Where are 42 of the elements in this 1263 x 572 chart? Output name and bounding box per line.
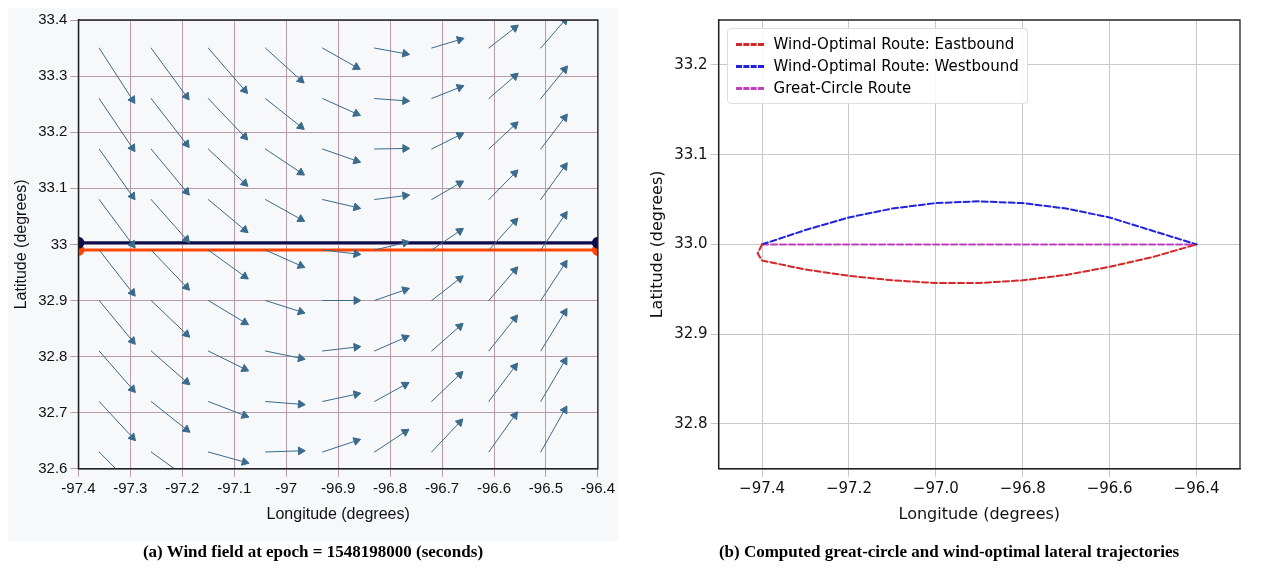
x-tick-label: -97.2 bbox=[165, 478, 200, 496]
x-tick-label: −96.6 bbox=[1086, 478, 1133, 497]
y-tick-label: 33.3 bbox=[38, 66, 68, 84]
y-tick-label: 33.0 bbox=[674, 234, 708, 253]
y-tick-label: 33.4 bbox=[38, 10, 68, 28]
line-series bbox=[756, 243, 1198, 284]
y-axis-title: Latitude (degrees) bbox=[12, 179, 30, 310]
y-tick-label: 32.7 bbox=[38, 402, 68, 420]
line-series bbox=[761, 200, 1198, 246]
x-tick-label: -97.4 bbox=[61, 478, 96, 496]
text: (b) Computed great-circle and wind-optimal lateral trajectories bbox=[644, 542, 1254, 562]
y-tick-label: 33.2 bbox=[674, 54, 708, 73]
x-tick-label: −96.4 bbox=[1173, 478, 1220, 497]
text: (a) Wind field at epoch = 1548198000 (seconds) bbox=[8, 542, 618, 562]
x-tick-label: −97.2 bbox=[825, 478, 872, 497]
x-tick-label: −97.4 bbox=[739, 478, 786, 497]
x-tick-label: -96.7 bbox=[424, 478, 460, 496]
y-tick-label: 32.8 bbox=[38, 346, 68, 364]
x-tick-label: -96.9 bbox=[321, 478, 356, 496]
x-tick-label: −97.0 bbox=[912, 478, 959, 497]
y-tick-label: 33.2 bbox=[38, 122, 68, 140]
x-tick-label: -97.1 bbox=[217, 478, 252, 496]
x-tick-label: -97 bbox=[275, 478, 298, 496]
y-tick-label: 33 bbox=[50, 234, 68, 252]
x-tick-label: -96.4 bbox=[580, 478, 616, 496]
x-tick-label: -96.5 bbox=[528, 478, 564, 496]
x-tick-label: −96.8 bbox=[999, 478, 1046, 497]
legend-label: Wind-Optimal Route: Eastbound bbox=[773, 34, 1015, 55]
y-tick-label: 32.8 bbox=[674, 413, 708, 432]
y-tick-label: 33.1 bbox=[674, 144, 708, 163]
y-tick-label: 32.9 bbox=[674, 324, 708, 343]
x-tick-label: -97.3 bbox=[113, 478, 148, 496]
x-tick-label: -96.6 bbox=[476, 478, 512, 496]
y-tick-label: 33.1 bbox=[38, 178, 68, 196]
x-axis-title: Longitude (degrees) bbox=[266, 504, 410, 522]
x-tick-label: -96.8 bbox=[373, 478, 408, 496]
x-axis-title: Longitude (degrees) bbox=[898, 503, 1061, 523]
legend-label: Wind-Optimal Route: Westbound bbox=[773, 56, 1019, 77]
legend-label: Great-Circle Route bbox=[773, 78, 912, 99]
y-tick-label: 32.6 bbox=[38, 458, 68, 476]
y-tick-label: 32.9 bbox=[38, 290, 68, 308]
y-axis-title: Latitude (degrees) bbox=[646, 170, 666, 319]
